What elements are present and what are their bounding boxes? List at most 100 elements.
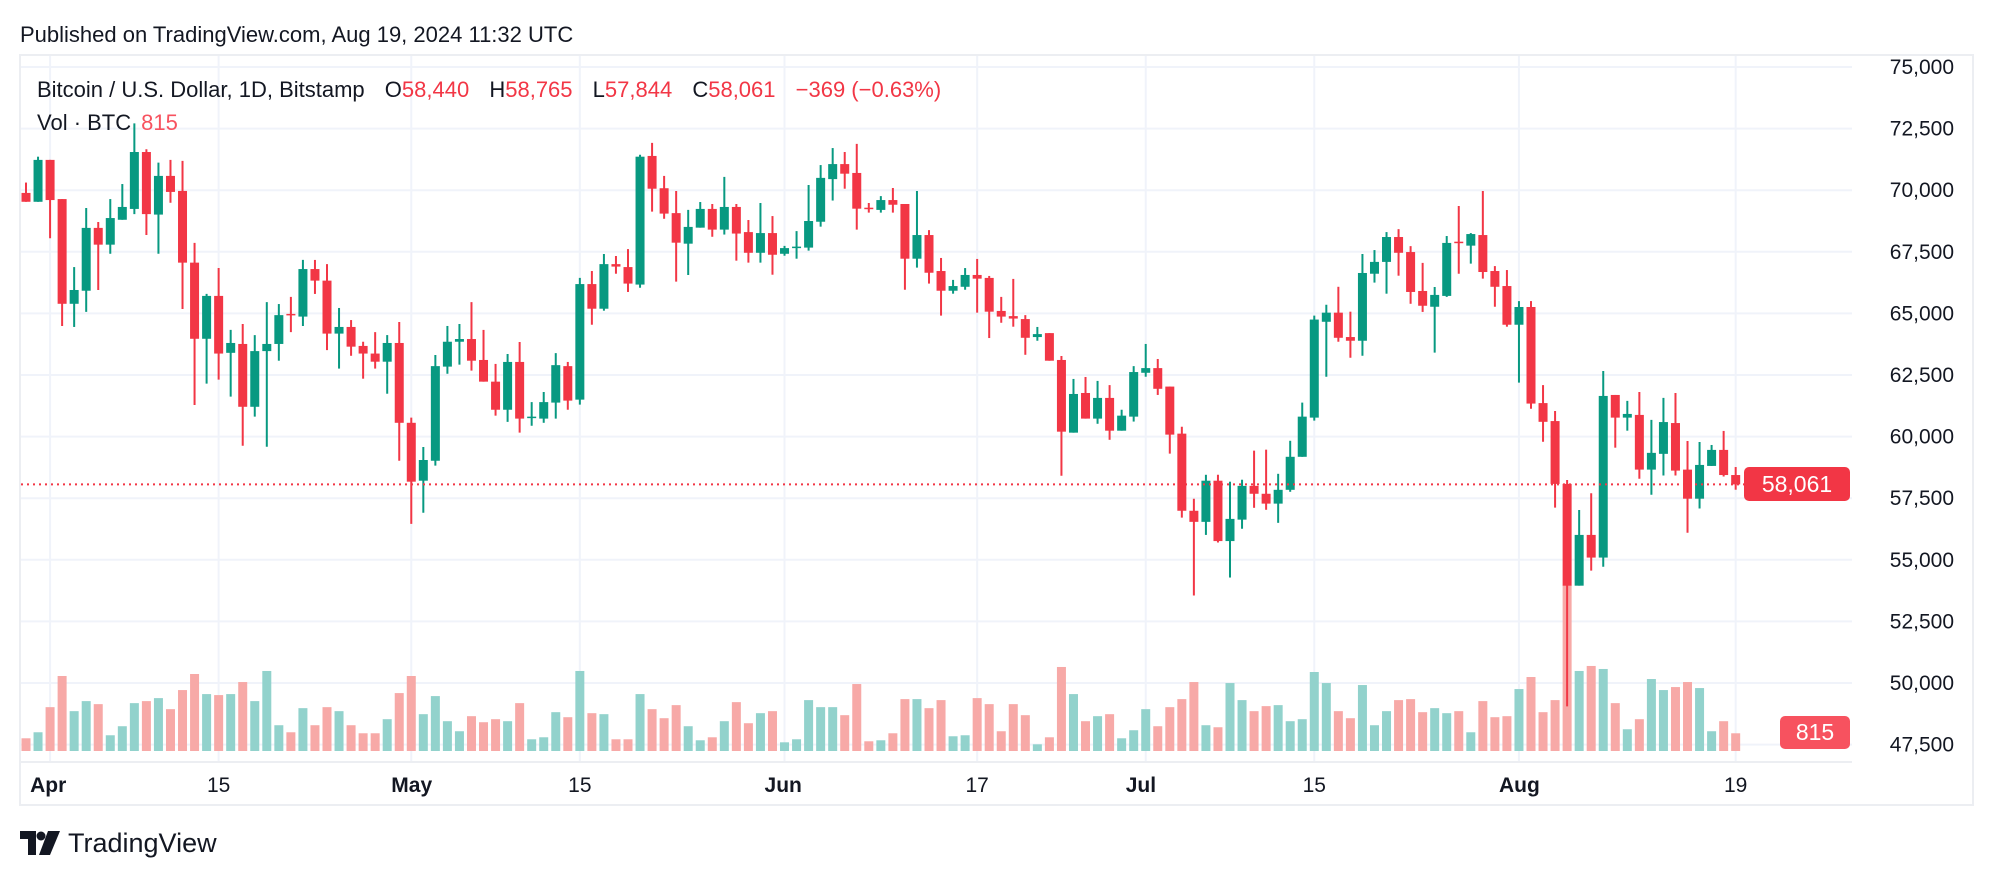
candle-body [599,264,609,309]
candle-body [792,246,802,249]
candle-body [515,361,525,419]
time-tick-label: Apr [30,774,66,797]
candle-body [178,190,188,263]
candle-body [804,221,814,248]
candle-body [129,152,139,209]
candle-body [165,175,175,192]
volume-bar [1345,718,1355,751]
volume-bar [912,699,922,751]
candle-body [1490,271,1500,287]
time-tick-label: 15 [207,774,230,797]
candle-body [418,460,428,481]
candle-body [707,208,717,230]
candle-body [575,284,585,400]
candle-body [948,286,958,291]
volume-bar [1490,717,1500,751]
volume-bar [178,690,188,751]
tradingview-logo[interactable]: TradingView [20,826,217,860]
candle-body [105,218,115,245]
candle-body [1081,392,1091,419]
volume-bar [659,718,669,751]
volume-bar [527,739,537,751]
candle-body [1598,395,1608,558]
volume-bar [1225,683,1235,751]
volume-bar [479,722,489,751]
volume-bar [1526,677,1536,751]
candle-body [767,233,777,255]
candle-body [960,274,970,287]
volume-bar [1707,731,1717,751]
candle-body [900,203,910,259]
price-tick-label: 75,000 [1890,56,1954,79]
volume-bar [1418,712,1428,751]
candle-body [358,345,368,354]
price-tick-label: 55,000 [1890,549,1954,572]
candle-body [1056,359,1066,432]
chart-legend: Bitcoin / U.S. Dollar, 1D, Bitstamp O58,… [37,77,941,103]
candle-body [1586,534,1596,558]
volume-bar [864,741,874,751]
volume-bar [1442,713,1452,751]
volume-bar [888,733,898,751]
candle-body [876,200,886,210]
candle-body [202,295,212,339]
grid [21,56,1852,761]
time-tick-label: 19 [1724,774,1747,797]
volume-bar [731,702,741,751]
volume-bar [1514,689,1524,751]
volume-bar [394,693,404,751]
candle-body [406,422,416,482]
time-tick-label: Aug [1499,774,1540,797]
volume-bar [1357,685,1367,751]
candle-body [190,262,200,339]
volume-bar [1550,700,1560,751]
candle-body [1165,386,1175,435]
candle-body [93,227,103,245]
candle-body [21,192,31,202]
volume-bar [1177,699,1187,751]
volume-bar [1068,694,1078,751]
time-tick-label: Jun [765,774,802,797]
candle-body [719,206,729,230]
candle-body [984,277,994,312]
price-tick-label: 62,500 [1890,364,1954,387]
volume-bar [972,698,982,751]
candle-body [430,366,440,461]
candle-body [587,284,597,309]
candle-body [659,188,669,214]
candle-body [1418,290,1428,306]
candle-body [1466,234,1476,246]
volume-bar [214,695,224,751]
volume-bar [491,719,501,751]
volume-bar [1622,729,1632,751]
volume-bar [936,700,946,751]
volume-bar [45,707,55,751]
volume-bar [322,707,332,751]
candle-body [1610,394,1620,418]
candle-body [503,361,513,410]
candle-body [346,326,356,347]
candle-body [755,233,765,253]
volume-bar [1297,719,1307,751]
volume-bar [33,732,43,751]
candle-body [864,207,874,210]
candle-body [924,235,934,273]
candle-body [45,159,55,201]
volume-bar [900,699,910,751]
volume-bar [840,715,850,751]
volume-bar [1261,706,1271,751]
volume-bar [1658,690,1668,751]
volume-bar [1598,668,1608,751]
candle-body [1394,237,1404,253]
volume-bar [466,716,476,751]
volume-bar [1719,721,1729,751]
candle-body [394,342,404,423]
volume-bar [274,725,284,751]
candle-body [81,227,91,291]
candle-body [1249,485,1259,494]
candle-body [382,342,392,362]
volume-bar [21,738,31,751]
volume-bar [1081,721,1091,751]
volume-value: 815 [141,110,178,135]
